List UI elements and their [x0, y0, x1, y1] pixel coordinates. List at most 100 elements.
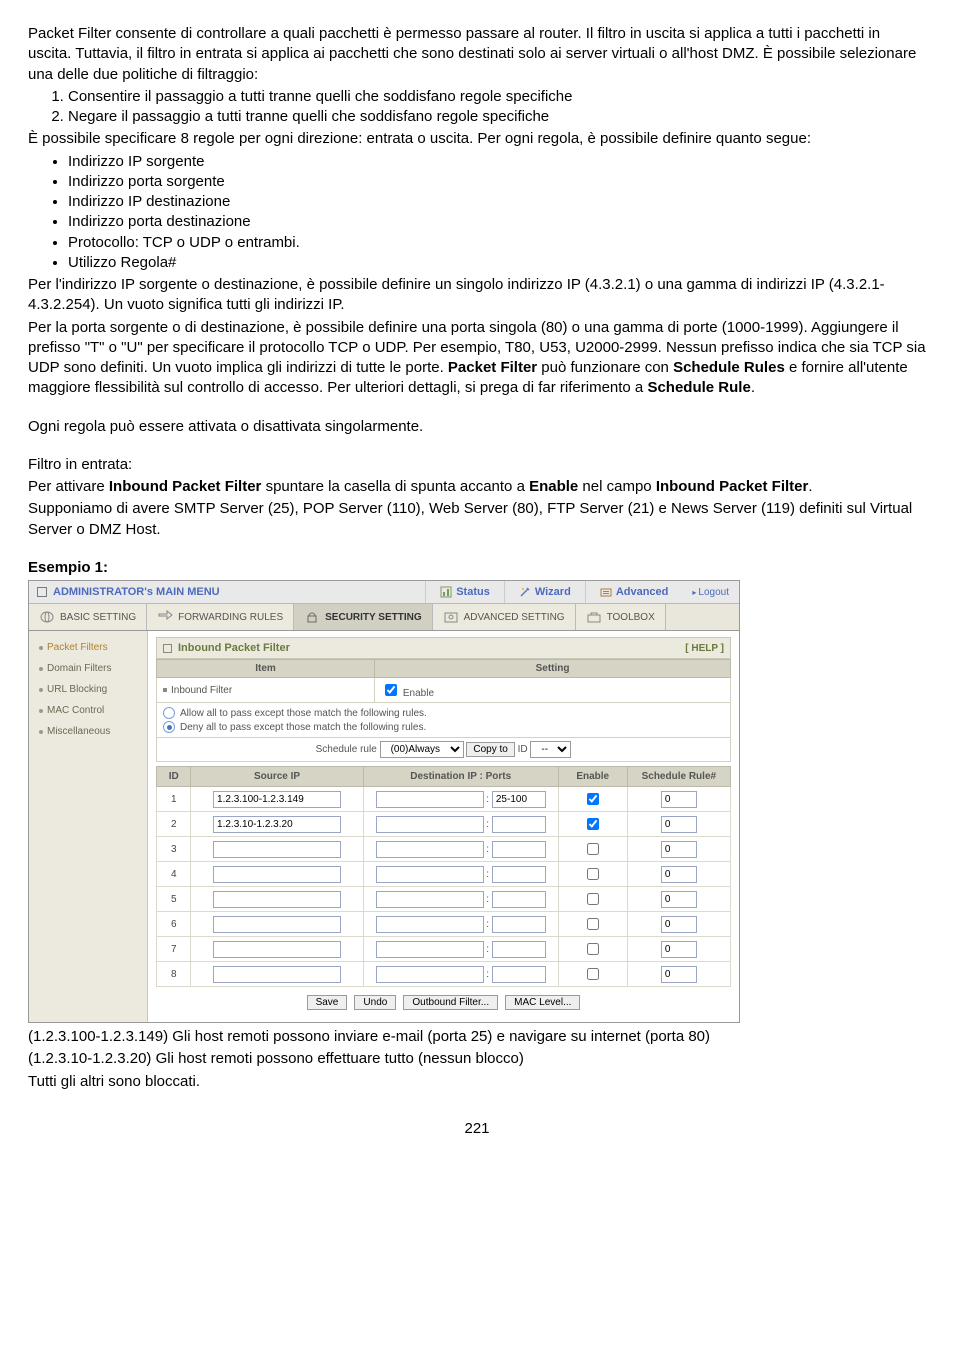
tab-status[interactable]: Status: [425, 581, 504, 603]
tab-label: FORWARDING RULES: [178, 612, 283, 623]
radio-deny[interactable]: [163, 721, 175, 733]
dest-port-input[interactable]: [492, 816, 546, 833]
cell-source: [191, 962, 363, 987]
cell-dest: :: [363, 862, 558, 887]
list-item: Consentire il passaggio a tutti tranne q…: [68, 87, 926, 107]
id-select[interactable]: --: [530, 741, 571, 758]
row-enable-checkbox[interactable]: [587, 893, 599, 905]
cell-schedule: [627, 937, 730, 962]
list-item: Negare il passaggio a tutti tranne quell…: [68, 107, 926, 127]
tab-label: BASIC SETTING: [60, 612, 136, 623]
tab-forwarding-rules[interactable]: FORWARDING RULES: [147, 604, 294, 630]
tab-advanced-setting[interactable]: ADVANCED SETTING: [433, 604, 576, 630]
sidebar-item-packet-filters[interactable]: Packet Filters: [29, 637, 147, 658]
dest-port-input[interactable]: [492, 866, 546, 883]
tab-wizard[interactable]: Wizard: [504, 581, 585, 603]
dest-port-input[interactable]: [492, 891, 546, 908]
cell-source: [191, 787, 363, 812]
source-ip-input[interactable]: [213, 791, 341, 808]
dot-icon: [39, 688, 43, 692]
dot-icon: [39, 709, 43, 713]
sidebar-item-label: Packet Filters: [47, 642, 108, 653]
dest-ip-input[interactable]: [376, 791, 484, 808]
dest-port-input[interactable]: [492, 791, 546, 808]
tab-toolbox[interactable]: TOOLBOX: [576, 604, 666, 630]
dest-port-input[interactable]: [492, 941, 546, 958]
row-enable-checkbox[interactable]: [587, 868, 599, 880]
dest-ip-input[interactable]: [376, 816, 484, 833]
dest-port-input[interactable]: [492, 841, 546, 858]
cell-enable: [558, 962, 627, 987]
cell-id: 6: [157, 912, 191, 937]
dest-ip-input[interactable]: [376, 941, 484, 958]
schedule-rule-input[interactable]: [661, 841, 697, 858]
source-ip-input[interactable]: [213, 966, 341, 983]
col-schedule-rule: Schedule Rule#: [627, 767, 730, 787]
text: può funzionare con: [537, 359, 673, 376]
text-bold: Enable: [529, 478, 578, 495]
dest-ip-input[interactable]: [376, 891, 484, 908]
col-id: ID: [157, 767, 191, 787]
source-ip-input[interactable]: [213, 816, 341, 833]
tab-basic-setting[interactable]: BASIC SETTING: [29, 604, 147, 630]
sidebar-item-mac-control[interactable]: MAC Control: [29, 700, 147, 721]
dest-ip-input[interactable]: [376, 916, 484, 933]
undo-button[interactable]: Undo: [354, 995, 396, 1010]
logout-link[interactable]: ▸Logout: [682, 587, 739, 598]
source-ip-input[interactable]: [213, 941, 341, 958]
schedule-rule-input[interactable]: [661, 966, 697, 983]
button-row: Save Undo Outbound Filter... MAC Level..…: [156, 987, 731, 1010]
status-icon: [440, 586, 452, 598]
source-ip-input[interactable]: [213, 891, 341, 908]
schedule-rule-input[interactable]: [661, 791, 697, 808]
sidebar: Packet Filters Domain Filters URL Blocki…: [29, 631, 148, 1022]
text-bold: Inbound Packet Filter: [656, 478, 809, 495]
sidebar-item-url-blocking[interactable]: URL Blocking: [29, 679, 147, 700]
dest-ip-input[interactable]: [376, 866, 484, 883]
tab-advanced[interactable]: Advanced: [585, 581, 683, 603]
source-ip-input[interactable]: [213, 841, 341, 858]
logout-label: Logout: [698, 587, 729, 598]
menu-icon: [37, 587, 47, 597]
schedule-rule-input[interactable]: [661, 891, 697, 908]
outbound-filter-button[interactable]: Outbound Filter...: [403, 995, 498, 1010]
list-item: Indirizzo IP destinazione: [68, 192, 926, 212]
tab-label: SECURITY SETTING: [325, 612, 422, 623]
cell-id: 1: [157, 787, 191, 812]
sidebar-item-domain-filters[interactable]: Domain Filters: [29, 658, 147, 679]
dest-ip-input[interactable]: [376, 966, 484, 983]
row-enable-checkbox[interactable]: [587, 918, 599, 930]
basic-icon: [39, 610, 55, 624]
schedule-select[interactable]: (00)Always: [380, 741, 464, 758]
row-enable-checkbox[interactable]: [587, 843, 599, 855]
mac-level-button[interactable]: MAC Level...: [505, 995, 580, 1010]
source-ip-input[interactable]: [213, 866, 341, 883]
text: spuntare la casella di spunta accanto a: [261, 478, 529, 495]
dest-ip-input[interactable]: [376, 841, 484, 858]
enable-checkbox[interactable]: [385, 684, 397, 696]
radio-allow[interactable]: [163, 707, 175, 719]
row-enable-checkbox[interactable]: [587, 968, 599, 980]
row-enable-checkbox[interactable]: [587, 818, 599, 830]
sidebar-item-miscellaneous[interactable]: Miscellaneous: [29, 721, 147, 742]
save-button[interactable]: Save: [307, 995, 348, 1010]
copy-to-button[interactable]: Copy to: [466, 742, 514, 757]
wizard-icon: [519, 586, 531, 598]
dest-port-input[interactable]: [492, 966, 546, 983]
schedule-rule-input[interactable]: [661, 941, 697, 958]
table-row: 4 :: [157, 862, 731, 887]
cell-dest: :: [363, 787, 558, 812]
row-enable-checkbox[interactable]: [587, 793, 599, 805]
dest-port-input[interactable]: [492, 916, 546, 933]
schedule-rule-input[interactable]: [661, 916, 697, 933]
help-link[interactable]: [ HELP ]: [685, 643, 724, 654]
tab-label: Wizard: [535, 586, 571, 598]
row-enable-checkbox[interactable]: [587, 943, 599, 955]
forwarding-icon: [157, 610, 173, 624]
cell-label: Inbound Filter: [171, 685, 232, 696]
tab-security-setting[interactable]: SECURITY SETTING: [294, 604, 433, 630]
paragraph: Per la porta sorgente o di destinazione,…: [28, 318, 926, 399]
schedule-rule-input[interactable]: [661, 816, 697, 833]
schedule-rule-input[interactable]: [661, 866, 697, 883]
source-ip-input[interactable]: [213, 916, 341, 933]
